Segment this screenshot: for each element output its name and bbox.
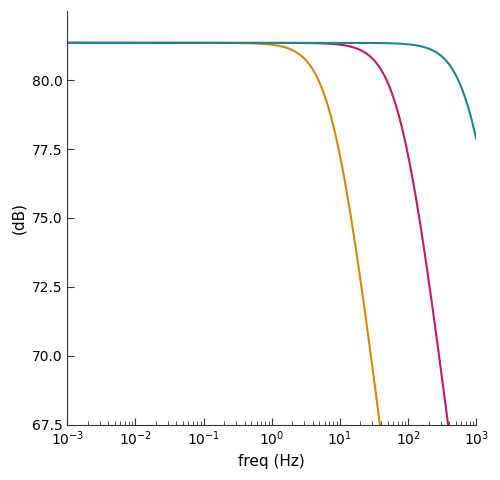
Y-axis label: (dB): (dB) xyxy=(11,202,26,234)
X-axis label: freq (Hz): freq (Hz) xyxy=(238,454,305,469)
